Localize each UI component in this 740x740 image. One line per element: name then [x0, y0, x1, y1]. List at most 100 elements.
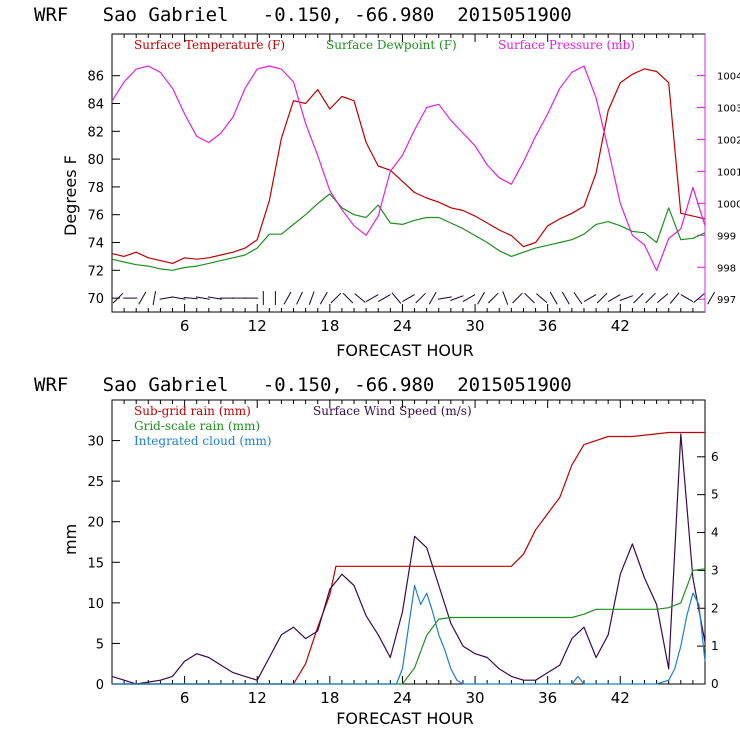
chart-title: WRF Sao Gabriel -0.150, -66.980 20150519…	[34, 4, 572, 26]
series-surface-wind-speed-m-s	[111, 433, 706, 685]
y2-tick-label: 4	[711, 526, 719, 540]
x-tick-label: 18	[320, 317, 339, 335]
wind-barb	[645, 292, 656, 304]
y2-tick-label: 3	[711, 563, 719, 577]
y2-tick-label: 1	[711, 639, 719, 653]
wind-barb	[512, 292, 523, 304]
y-tick-label: 72	[87, 264, 104, 279]
wind-barb	[561, 291, 570, 305]
legend-gridscale-rain: Grid-scale rain (mm)	[134, 419, 260, 433]
wind-barb	[607, 294, 621, 303]
wind-barb	[319, 291, 328, 305]
wind-barb	[502, 291, 509, 305]
x-tick-label: 42	[611, 317, 630, 335]
wind-barb	[152, 291, 157, 306]
plot-frame	[111, 399, 706, 685]
wind-barb	[296, 291, 303, 305]
wind-barb	[112, 292, 124, 304]
y-tick-label: 5	[96, 637, 104, 652]
wind-barb	[159, 296, 174, 300]
wind-barb	[477, 291, 486, 305]
wind-barb	[415, 292, 426, 304]
plot-frame	[111, 33, 706, 313]
wind-barb	[462, 294, 476, 303]
y2-tick-label: 1001	[717, 167, 740, 178]
wind-barb	[402, 294, 415, 303]
y-tick-label: 70	[87, 292, 104, 307]
wind-barb	[428, 291, 437, 305]
series-surface-pressure-mb	[111, 65, 706, 272]
x-tick-label: 18	[320, 689, 339, 707]
wind-barb	[693, 293, 705, 303]
chart-title: WRF Sao Gabriel -0.150, -66.980 20150519…	[34, 374, 572, 396]
y2-tick-label: 2	[711, 601, 719, 615]
y2-tick-label: 5	[711, 488, 719, 502]
wind-barb	[183, 297, 198, 300]
wind-barb	[171, 296, 186, 300]
y2-tick-label: 6	[711, 450, 719, 464]
wind-barb	[596, 292, 608, 304]
wind-barb	[656, 293, 669, 303]
wind-barb	[549, 291, 558, 305]
x-tick-label: 6	[180, 689, 190, 707]
x-tick-label: 30	[466, 317, 485, 335]
x-axis-label: FORECAST HOUR	[336, 709, 474, 728]
wind-barb	[524, 292, 535, 304]
series-surface-temperature-f	[111, 68, 706, 264]
wind-barb	[308, 291, 315, 305]
y-tick-label: 80	[87, 153, 104, 168]
precipitation-panel: WRF Sao Gabriel -0.150, -66.980 20150519…	[34, 374, 719, 728]
series-integrated-cloud-mm	[112, 584, 706, 685]
y-tick-label: 82	[87, 125, 104, 140]
temperature-panel: WRF Sao Gabriel -0.150, -66.980 20150519…	[34, 4, 740, 360]
x-tick-label: 12	[248, 689, 267, 707]
y2-tick-label: 1002	[717, 135, 740, 146]
wind-barb	[707, 291, 716, 305]
y-tick-label: 20	[87, 516, 104, 531]
y2-tick-label: 997	[717, 295, 736, 306]
wind-barb	[669, 292, 680, 304]
y-tick-label: 84	[87, 98, 104, 113]
x-tick-label: 24	[393, 317, 412, 335]
wind-barb	[207, 296, 222, 300]
y-tick-label: 76	[87, 209, 104, 224]
y2-tick-label: 1000	[717, 199, 740, 210]
x-tick-label: 42	[611, 689, 630, 707]
wind-barb	[365, 294, 379, 303]
y-tick-label: 10	[87, 597, 104, 612]
wind-barb	[195, 296, 210, 300]
y2-tick-label: 0	[711, 677, 719, 691]
legend-temperature: Surface Temperature (F)	[134, 38, 285, 52]
wind-barb	[573, 292, 583, 305]
y-tick-label: 15	[87, 556, 104, 571]
wind-barb	[583, 294, 597, 303]
wind-barb	[391, 292, 402, 304]
y-tick-label: 86	[87, 70, 104, 85]
y-axis-label: mm	[61, 524, 80, 555]
x-tick-label: 36	[538, 689, 557, 707]
legend-subgrid-rain: Sub-grid rain (mm)	[134, 404, 251, 418]
wind-barb	[283, 291, 292, 305]
x-tick-label: 12	[248, 317, 267, 335]
legend-dewpoint: Surface Dewpoint (F)	[326, 38, 457, 52]
wind-barb	[342, 292, 354, 304]
legend-wind-speed: Surface Wind Speed (m/s)	[313, 404, 472, 418]
wind-barb	[535, 293, 548, 303]
wind-barb	[437, 296, 452, 300]
wind-barb	[330, 292, 342, 304]
wind-barb	[450, 295, 464, 301]
x-tick-label: 24	[393, 689, 412, 707]
x-tick-label: 6	[180, 317, 190, 335]
y-tick-label: 74	[87, 237, 104, 252]
y-tick-label: 0	[96, 678, 104, 693]
y2-tick-label: 1004	[717, 72, 740, 83]
legend-pressure: Surface Pressure (mb)	[498, 38, 635, 52]
wind-barb	[633, 292, 644, 304]
wind-barb	[138, 291, 147, 305]
wind-barb	[680, 294, 694, 303]
x-tick-label: 36	[538, 317, 557, 335]
y-tick-label: 25	[87, 475, 104, 490]
x-tick-label: 30	[466, 689, 485, 707]
y2-tick-label: 999	[717, 231, 736, 242]
